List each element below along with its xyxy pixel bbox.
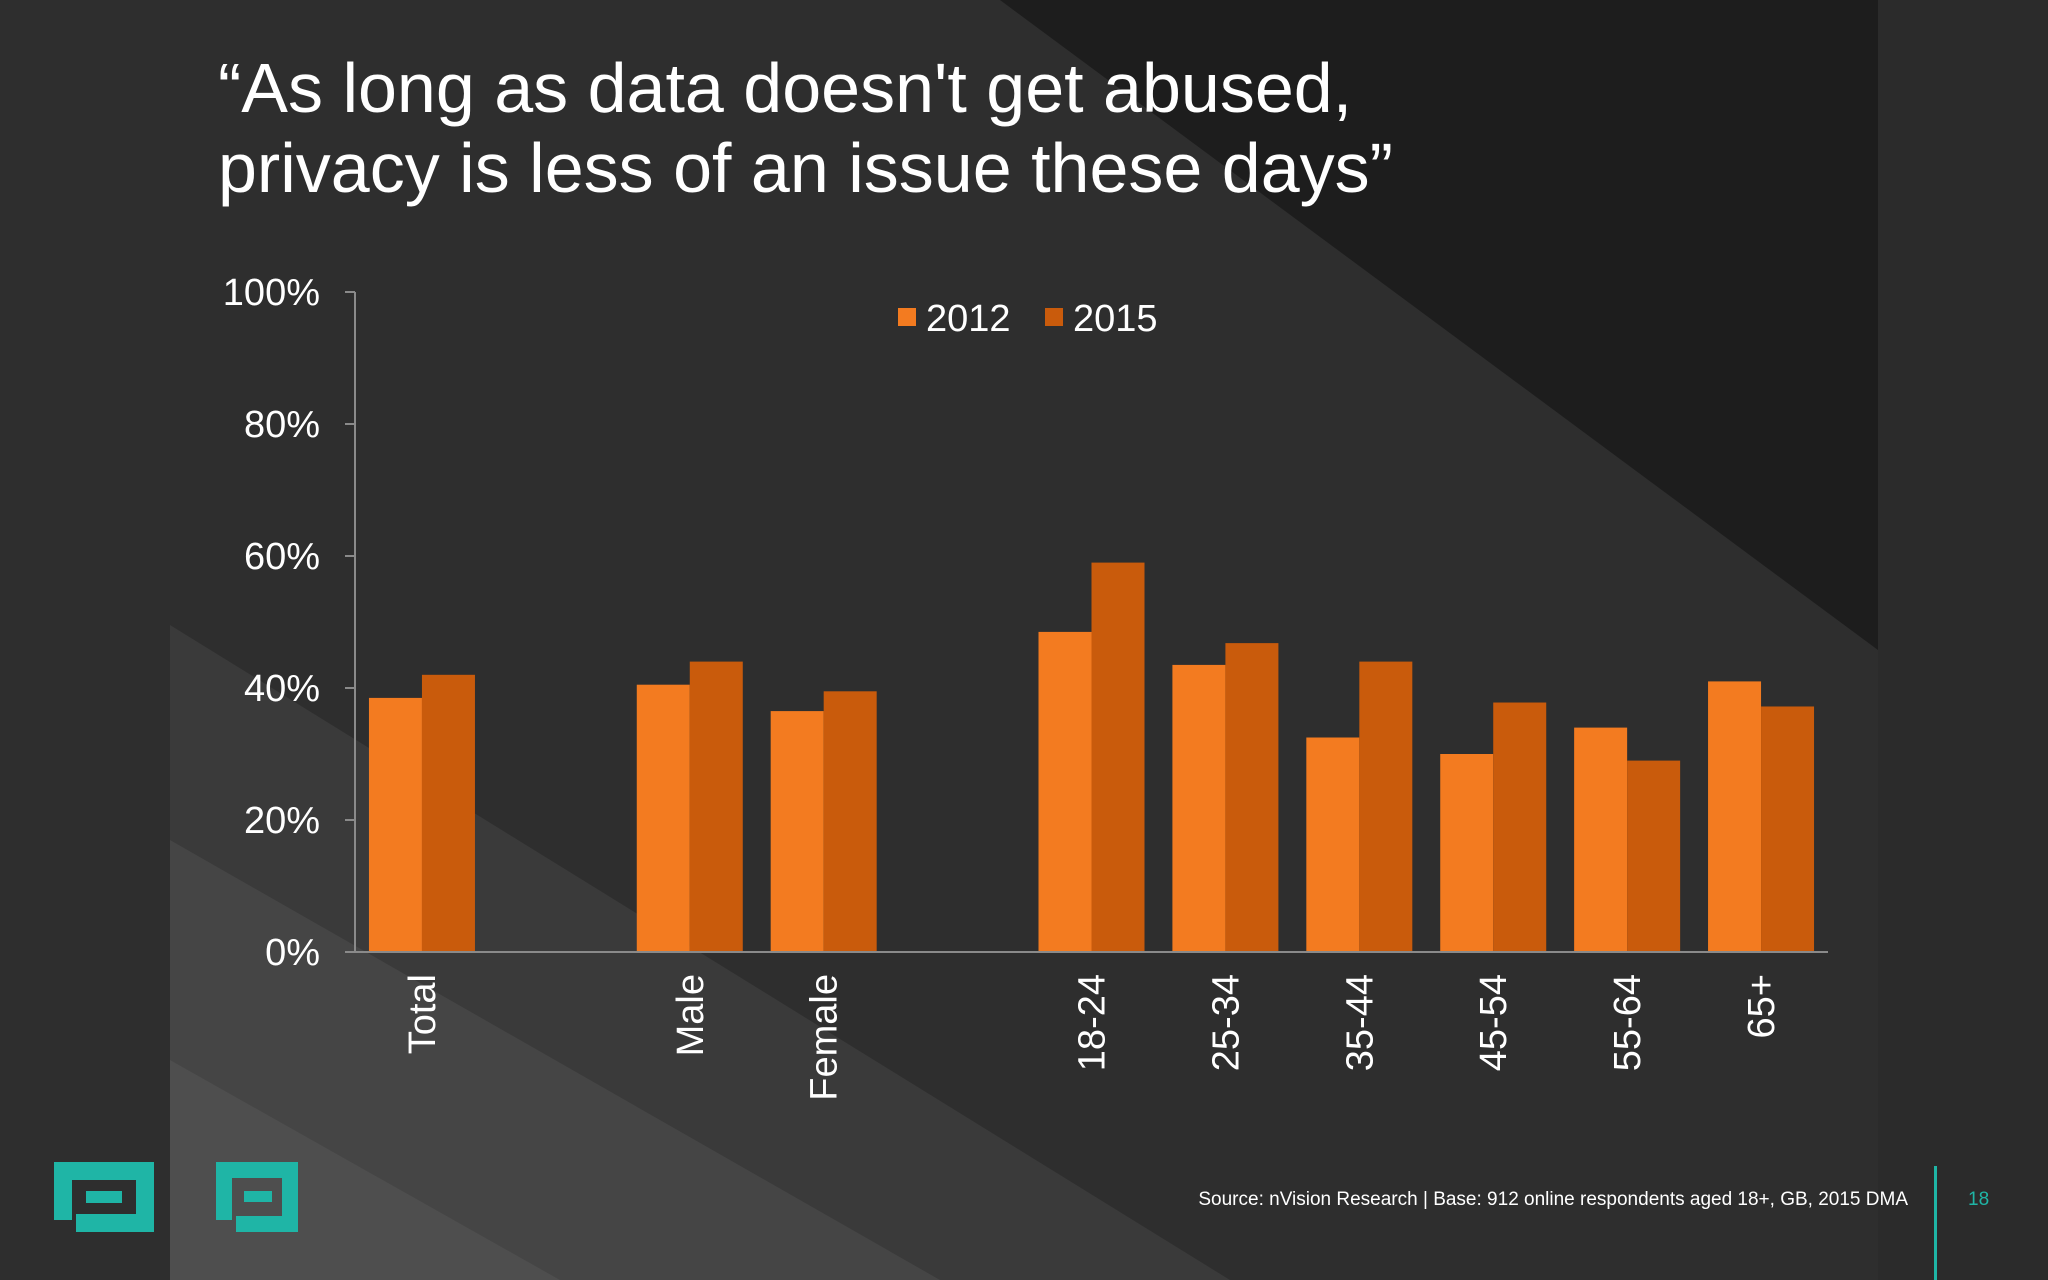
bar-2015-18-24 [1091, 562, 1145, 952]
legend-swatch-2012 [898, 308, 916, 326]
chart-axes [345, 291, 1828, 953]
bar-2012-Female [770, 711, 824, 952]
bar-2015-Male [689, 661, 743, 952]
bar-2012-45-54 [1440, 754, 1494, 952]
bar-2015-65+ [1761, 706, 1815, 952]
brand-logo-small-icon [216, 1162, 298, 1232]
y-tick-label: 60% [244, 536, 320, 578]
bar-2012-55-64 [1574, 727, 1628, 952]
bar-2012-18-24 [1038, 631, 1092, 952]
legend-label-2015: 2015 [1073, 298, 1158, 340]
bar-2015-35-44 [1359, 661, 1413, 952]
chart-bars [368, 562, 1815, 952]
x-category-label: Male [670, 974, 712, 1056]
bar-2012-Male [636, 684, 690, 952]
source-note: Source: nVision Research | Base: 912 onl… [1198, 1189, 1908, 1210]
bar-2015-55-64 [1627, 760, 1681, 952]
bar-2012-35-44 [1306, 737, 1360, 952]
x-category-label: 65+ [1741, 974, 1783, 1038]
bar-2015-Female [823, 691, 877, 952]
page-number: 18 [1968, 1189, 1990, 1210]
legend-swatch-2015 [1045, 308, 1063, 326]
bar-2012-65+ [1708, 681, 1762, 952]
x-category-label: Total [402, 974, 444, 1054]
bar-2015-25-34 [1225, 643, 1279, 952]
chart-legend: 2012 2015 [898, 298, 1158, 340]
slide-title: “As long as data doesn't get abused, pri… [218, 48, 1393, 208]
y-tick-label: 100% [223, 272, 320, 314]
y-axis-labels: 0% 20% 40% 60% 80% 100% [223, 272, 320, 974]
title-line-2: privacy is less of an issue these days” [218, 129, 1393, 207]
bar-2012-25-34 [1172, 664, 1226, 952]
y-tick-label: 40% [244, 668, 320, 710]
x-category-label: 35-44 [1339, 974, 1381, 1071]
legend-label-2012: 2012 [926, 298, 1011, 340]
y-tick-label: 20% [244, 800, 320, 842]
x-category-label: 18-24 [1072, 974, 1114, 1071]
title-line-1: “As long as data doesn't get abused, [218, 49, 1353, 127]
footer-divider [1934, 1166, 1937, 1280]
x-axis-labels: Total Male Female 18-24 25-34 35-44 45-54 55-64… [402, 974, 1783, 1101]
bar-2012-Total [368, 697, 422, 952]
bar-2015-45-54 [1493, 702, 1547, 952]
x-category-label: 25-34 [1205, 974, 1247, 1071]
brand-logo-icon [54, 1162, 154, 1232]
y-tick-label: 80% [244, 404, 320, 446]
x-category-label: Female [804, 974, 846, 1101]
x-category-label: 55-64 [1607, 974, 1649, 1071]
y-tick-label: 0% [265, 932, 320, 974]
bar-2015-Total [421, 674, 475, 952]
x-category-label: 45-54 [1473, 974, 1515, 1071]
